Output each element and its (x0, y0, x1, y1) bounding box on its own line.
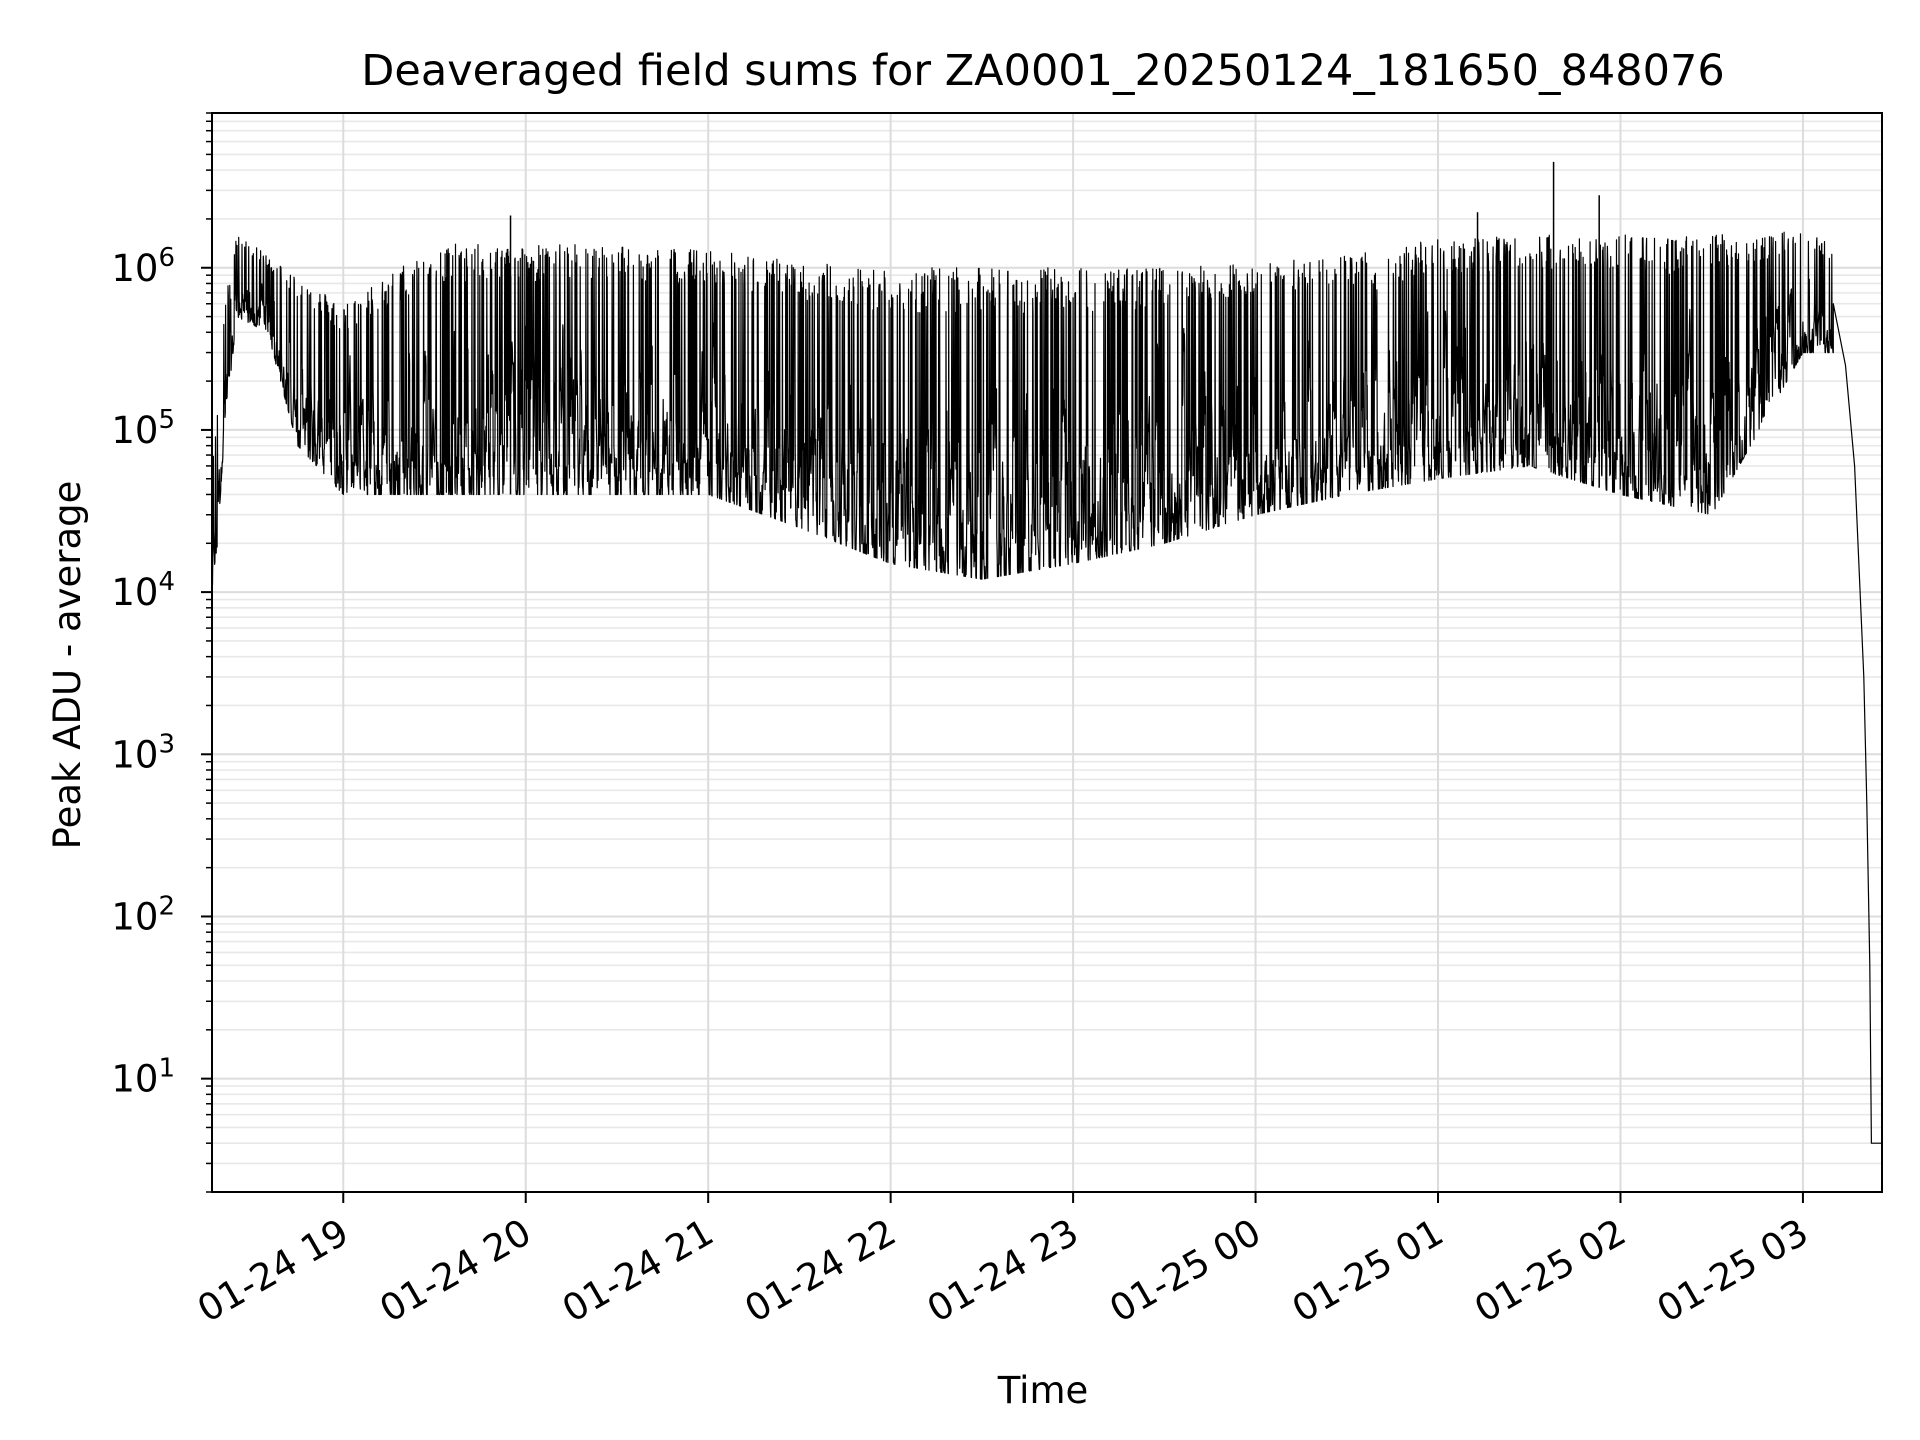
y-tick-exponent: 1 (158, 1054, 175, 1084)
y-tick-base: 10 (111, 247, 158, 290)
x-axis-label: Time (997, 1369, 1089, 1412)
plot-area (211, 161, 1882, 1144)
y-tick-base: 10 (111, 409, 158, 452)
y-tick-base: 10 (111, 895, 158, 938)
y-tick-label: 103 (111, 729, 175, 776)
y-tick-label: 101 (111, 1054, 175, 1101)
y-tick-label: 106 (111, 243, 175, 290)
y-tick-exponent: 5 (158, 405, 175, 435)
y-tick-base: 10 (111, 1058, 158, 1101)
y-tick-label: 102 (111, 891, 175, 938)
y-tick-base: 10 (111, 571, 158, 614)
y-tick-label: 104 (111, 567, 175, 614)
y-tick-label: 105 (111, 405, 175, 452)
axes-frame (211, 112, 1883, 1193)
y-tick-exponent: 4 (158, 567, 175, 597)
chart-title: Deaveraged field sums for ZA0001_2025012… (361, 46, 1724, 96)
y-tick-exponent: 2 (158, 891, 175, 921)
y-tick-exponent: 6 (158, 243, 175, 273)
y-tick-base: 10 (111, 733, 158, 776)
y-tick-exponent: 3 (158, 729, 175, 759)
series-line (211, 231, 1882, 1144)
y-axis-label: Peak ADU - average (46, 481, 89, 850)
